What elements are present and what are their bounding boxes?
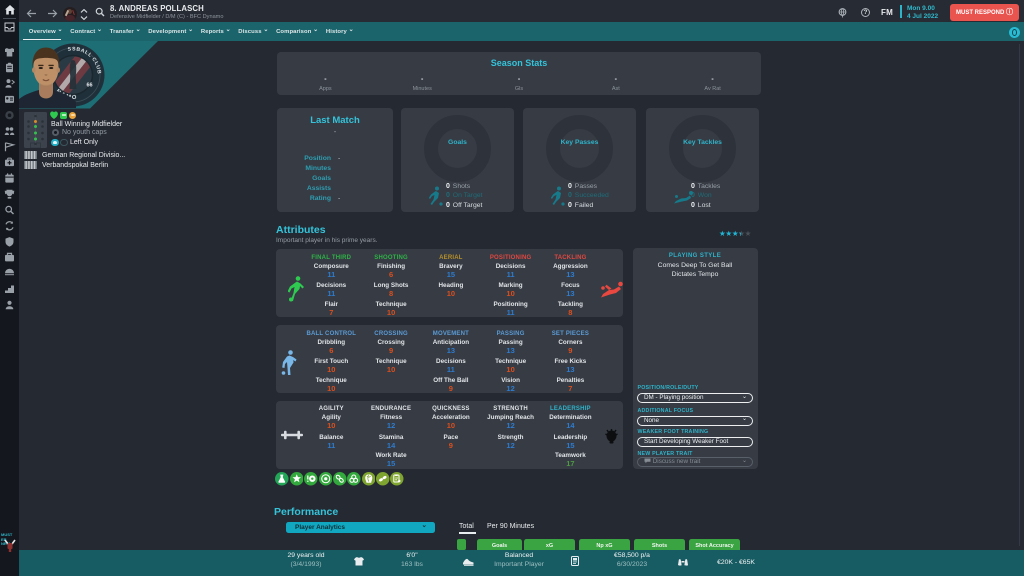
svg-text:66: 66 (87, 83, 93, 89)
